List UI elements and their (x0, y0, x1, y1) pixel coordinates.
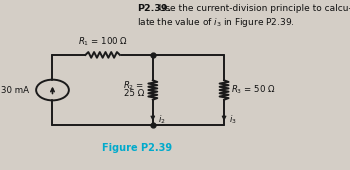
Text: Figure P2.39: Figure P2.39 (102, 143, 172, 153)
Text: $R_3$ = 50 Ω: $R_3$ = 50 Ω (231, 84, 276, 96)
Text: $R_1$ = 100 Ω: $R_1$ = 100 Ω (78, 35, 128, 48)
Text: P2.39.: P2.39. (137, 4, 171, 13)
Text: 25 Ω: 25 Ω (124, 89, 144, 98)
Text: $i_3$: $i_3$ (229, 113, 237, 125)
Text: $i_2$: $i_2$ (158, 113, 165, 125)
Text: late the value of $i_3$ in Figure P2.39.: late the value of $i_3$ in Figure P2.39. (137, 16, 295, 29)
Text: 30 mA: 30 mA (1, 86, 29, 95)
Text: Use the current-division principle to calcu-: Use the current-division principle to ca… (156, 4, 350, 13)
Text: $R_2$ =: $R_2$ = (123, 79, 144, 92)
